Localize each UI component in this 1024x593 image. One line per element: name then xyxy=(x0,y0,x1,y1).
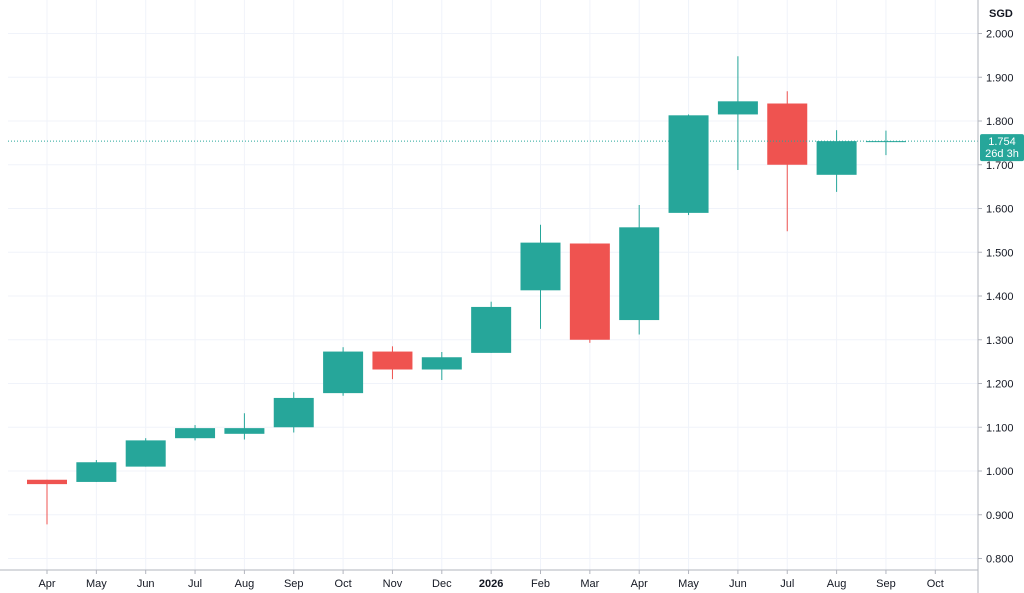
candle[interactable] xyxy=(76,460,117,482)
candle-body xyxy=(619,227,660,321)
time-axis-label: Dec xyxy=(432,578,452,590)
time-axis-label: Jul xyxy=(188,578,202,590)
candle-body xyxy=(865,141,906,143)
candle[interactable] xyxy=(323,347,364,396)
time-axis-label: Sep xyxy=(876,578,896,590)
price-axis-label: 0.800 xyxy=(986,554,1014,566)
candle-body xyxy=(372,351,413,370)
candle-body xyxy=(125,440,166,467)
candle-body xyxy=(323,351,364,394)
time-axis-label: Apr xyxy=(38,578,55,590)
candle[interactable] xyxy=(27,479,67,525)
time-axis[interactable]: Apr May Jun Jul Aug Sep Oct Nov Dec 2026 Feb Mar Apr… xyxy=(0,569,978,590)
candle-body xyxy=(175,428,216,439)
price-axis-label: 1.000 xyxy=(986,466,1014,478)
candle-countdown: 26d 3h xyxy=(985,148,1019,160)
time-axis-label: Aug xyxy=(235,578,255,590)
currency-label: SGD xyxy=(989,8,1013,20)
time-axis-label: Sep xyxy=(284,578,304,590)
time-axis-label: Jun xyxy=(137,578,155,590)
current-price-tag-background xyxy=(980,134,1024,162)
time-axis-label: Oct xyxy=(335,578,352,590)
price-axis-label: 1.500 xyxy=(986,247,1014,259)
candle[interactable] xyxy=(767,91,808,232)
time-axis-label: Aug xyxy=(827,578,847,590)
candle-body xyxy=(224,428,265,434)
candle[interactable] xyxy=(569,243,610,343)
candle-body xyxy=(27,479,67,485)
candle[interactable] xyxy=(125,438,166,467)
time-axis-label: Nov xyxy=(383,578,403,590)
price-axis-label: 1.100 xyxy=(986,422,1014,434)
candle[interactable] xyxy=(471,301,512,353)
candles xyxy=(27,56,906,525)
candle-body xyxy=(717,101,758,115)
price-axis-label: 1.200 xyxy=(986,379,1014,391)
time-axis-label: Jul xyxy=(780,578,794,590)
candle-body xyxy=(816,141,857,175)
time-axis-label: May xyxy=(86,578,107,590)
price-axis-label: 1.600 xyxy=(986,204,1014,216)
candle[interactable] xyxy=(224,413,265,440)
candle[interactable] xyxy=(717,56,758,170)
price-axis-label: 1.700 xyxy=(986,160,1014,172)
time-axis-label: 2026 xyxy=(479,578,503,590)
candle[interactable] xyxy=(668,114,709,216)
price-axis-label: 1.900 xyxy=(986,72,1014,84)
candle-body xyxy=(273,397,314,428)
price-axis-label: 2.000 xyxy=(986,29,1014,41)
candle[interactable] xyxy=(816,130,857,192)
price-axis-label: 0.900 xyxy=(986,510,1014,522)
price-axis[interactable]: SGD 0.800 0.900 1.000 1.100 1.200 1.300 1.400 1… xyxy=(977,0,1014,593)
candle[interactable] xyxy=(520,224,561,329)
candle-body xyxy=(569,243,610,340)
grid-lines xyxy=(8,0,978,570)
current-price-tag: 1.754 26d 3h xyxy=(980,134,1024,162)
time-axis-label: Apr xyxy=(631,578,648,590)
candle[interactable] xyxy=(273,392,314,433)
current-price-value: 1.754 xyxy=(988,136,1016,148)
candle[interactable] xyxy=(421,352,462,380)
time-axis-label: Jun xyxy=(729,578,747,590)
candle-body xyxy=(76,462,117,482)
price-axis-label: 1.300 xyxy=(986,335,1014,347)
candle[interactable] xyxy=(619,205,660,335)
time-axis-label: Oct xyxy=(927,578,944,590)
time-axis-label: May xyxy=(678,578,699,590)
candle-body xyxy=(520,242,561,291)
candle[interactable] xyxy=(372,346,413,380)
candle-body xyxy=(668,115,709,213)
candle-body xyxy=(471,306,512,353)
candle-body xyxy=(421,357,462,370)
price-axis-label: 1.800 xyxy=(986,116,1014,128)
price-axis-label: 1.400 xyxy=(986,291,1014,303)
candle[interactable] xyxy=(865,130,906,156)
candle-body xyxy=(767,103,808,165)
time-axis-label: Mar xyxy=(580,578,599,590)
time-axis-label: Feb xyxy=(531,578,550,590)
candle[interactable] xyxy=(175,425,216,441)
